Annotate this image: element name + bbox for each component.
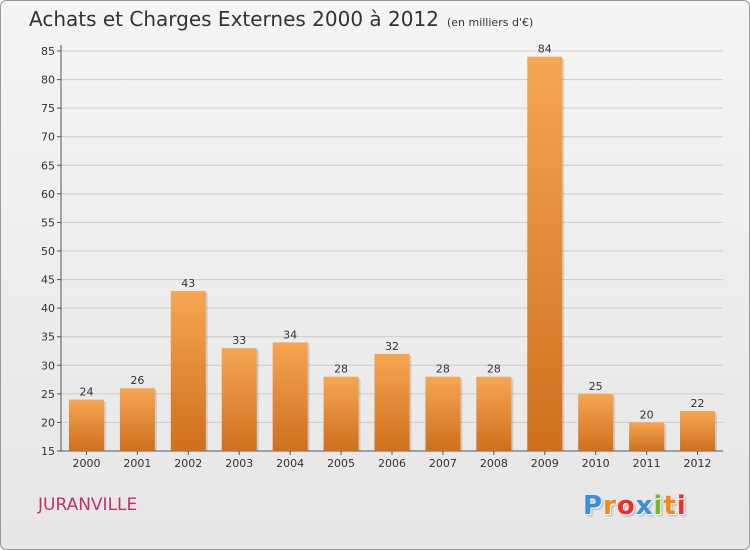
bar [221,348,257,451]
location-name: JURANVILLE [38,495,138,515]
x-tick-label: 2004 [276,457,304,470]
y-tick-label: 35 [41,331,55,344]
bar [170,291,206,451]
data-label: 43 [181,277,195,290]
chart-title: Achats et Charges Externes 2000 à 2012 (e… [29,7,533,31]
chart-unit: (en milliers d'€) [446,16,534,29]
y-tick-label: 55 [41,216,55,229]
data-label: 33 [232,334,246,347]
bars [68,56,718,451]
y-tick-label: 40 [41,302,55,315]
x-tick-label: 2010 [582,457,610,470]
y-tick-label: 85 [41,45,55,58]
y-tick-label: 75 [41,102,55,115]
x-tick-label: 2006 [378,457,406,470]
data-label: 28 [334,363,348,376]
y-tick-label: 15 [41,445,55,458]
logo-letter: r [603,491,617,521]
bar [272,342,308,451]
data-label: 26 [130,374,144,387]
y-tick-label: 65 [41,159,55,172]
logo-letter: x [635,491,654,521]
data-label: 22 [691,397,705,410]
y-tick-label: 20 [41,416,55,429]
x-tick-label: 2008 [480,457,508,470]
data-label: 28 [436,363,450,376]
bar [119,388,155,451]
y-tick-label: 45 [41,274,55,287]
x-tick-label: 2007 [429,457,457,470]
proxiti-logo: Proxiti [583,491,687,521]
chart-title-text: Achats et Charges Externes 2000 à 2012 [29,7,439,31]
data-label: 25 [589,380,603,393]
y-tick-label: 25 [41,388,55,401]
y-tick-label: 30 [41,359,55,372]
bar [323,376,359,451]
x-tick-label: 2011 [633,457,661,470]
logo-letter: t [663,491,677,521]
logo-letter: P [583,491,604,521]
data-label: 24 [79,386,93,399]
x-tick-label: 2012 [684,457,712,470]
data-labels: 24 26 43 33 34 28 32 28 28 84 25 20 22 [79,43,704,422]
bar [527,56,563,451]
logo-letter: o [616,491,636,521]
data-label: 32 [385,340,399,353]
x-tick-label: 2002 [174,457,202,470]
y-tick-label: 60 [41,188,55,201]
x-tick-label: 2000 [72,457,100,470]
logo-letter: i [653,491,664,521]
x-tick-label: 2001 [123,457,151,470]
x-tick-label: 2009 [531,457,559,470]
bar [425,376,461,451]
x-tick-label: 2005 [327,457,355,470]
y-tick-label: 80 [41,74,55,87]
logo-letter: i [676,491,687,521]
data-label: 20 [640,408,654,421]
bar [374,353,410,451]
data-label: 34 [283,328,297,341]
bar [629,422,665,451]
bar [476,376,512,451]
y-tick-label: 50 [41,245,55,258]
data-label: 84 [538,43,552,56]
x-tick-label: 2003 [225,457,253,470]
bar [68,399,104,451]
y-tick-label: 70 [41,131,55,144]
bar [578,393,614,451]
bar [680,411,716,451]
data-label: 28 [487,363,501,376]
